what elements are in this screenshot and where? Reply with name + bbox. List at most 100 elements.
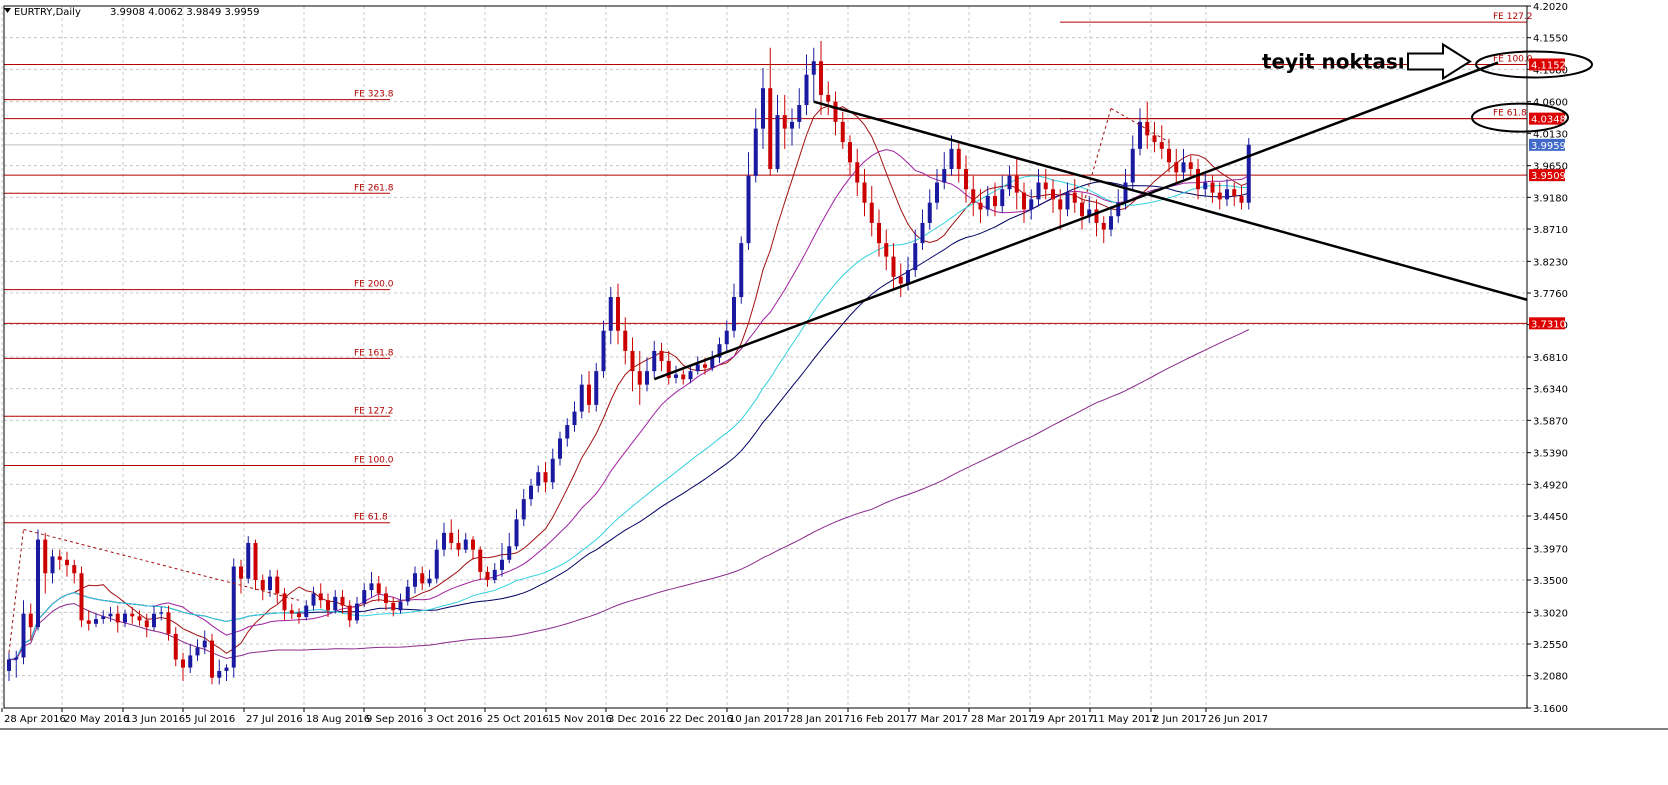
candle-body	[601, 330, 606, 372]
candle-body	[1225, 189, 1229, 200]
candle-body	[732, 297, 736, 331]
price-tag-label: 4.0348	[1531, 115, 1566, 126]
candle-body	[427, 578, 432, 584]
x-tick-label: 28 Jan 2017	[790, 714, 850, 725]
candle-body	[623, 330, 628, 351]
candle-body	[775, 115, 780, 170]
price-tag-label: 4.1152	[1531, 60, 1566, 71]
y-tick-label: 3.9180	[1533, 193, 1568, 204]
x-tick-label: 3 Dec 2016	[608, 714, 666, 725]
candle-body	[985, 195, 990, 210]
candle-body	[1065, 192, 1070, 210]
candle-body	[652, 350, 657, 372]
candle-body	[14, 657, 19, 660]
x-tick-label: 25 Oct 2016	[487, 714, 549, 725]
grid	[1, 5, 1527, 709]
candle-body	[1174, 162, 1179, 173]
candle-body	[587, 384, 591, 405]
y-tick-label: 3.3020	[1533, 608, 1568, 619]
y-tick-label: 4.0130	[1533, 129, 1568, 140]
y-tick-label: 3.6340	[1533, 385, 1568, 396]
y-tick-label: 3.5390	[1533, 449, 1568, 460]
candle-body	[1188, 162, 1193, 170]
candle-body	[326, 600, 330, 611]
circle-marker	[1471, 102, 1569, 133]
candle-body	[1109, 216, 1113, 230]
candle-body	[253, 542, 258, 580]
candle-body	[920, 222, 925, 244]
candle-body	[231, 566, 236, 668]
fib-level-label: FE 61.8	[1493, 109, 1527, 119]
x-tick-label: 18 Aug 2016	[306, 714, 370, 725]
candle-body	[398, 601, 403, 611]
x-tick-label: 5 Jul 2016	[185, 714, 235, 725]
fibonacci-levels: FE 323.8 FE 261.8 FE 200.0 FE 161.8 FE 127.2…	[4, 12, 1533, 524]
candle-body	[57, 556, 62, 560]
candle-body	[152, 613, 156, 628]
candle-body	[181, 659, 185, 668]
candle-body	[942, 169, 947, 183]
x-tick-label: 28 Mar 2017	[971, 714, 1034, 725]
candle-body	[492, 569, 497, 580]
candle-body	[645, 371, 649, 385]
candle-body	[529, 485, 533, 500]
candle-body	[790, 121, 794, 129]
candle-body	[710, 357, 715, 368]
candle-body	[384, 593, 388, 603]
x-tick-label: 7 Mar 2017	[911, 714, 968, 725]
y-tick-label: 3.8230	[1533, 257, 1568, 268]
candle-body	[260, 579, 265, 591]
candle-body	[101, 616, 106, 620]
candle-body	[1058, 199, 1063, 210]
candle-body	[50, 556, 55, 574]
chart-ohlc: 3.9908 4.0062 3.9849 3.9959	[110, 7, 260, 18]
candle-body	[558, 438, 562, 459]
candle-body	[608, 297, 613, 331]
candle-body	[819, 61, 823, 95]
candle-body	[739, 243, 744, 298]
x-tick-label: 15 Nov 2016	[548, 714, 612, 725]
candle-body	[717, 344, 722, 358]
candle-body	[753, 128, 758, 176]
candle-body	[724, 330, 729, 345]
candle-body	[869, 202, 874, 223]
y-tick-label: 3.3500	[1533, 576, 1568, 587]
candle-body	[1217, 192, 1222, 200]
candle-body	[703, 364, 707, 368]
candle-body	[369, 583, 374, 591]
y-tick-label: 3.8710	[1533, 225, 1568, 236]
ma-fast-line	[8, 105, 1249, 660]
y-tick-label: 4.0600	[1533, 98, 1568, 109]
chart-menu-icon[interactable]	[4, 8, 11, 13]
candle-body	[79, 573, 84, 621]
ma-cyan-line	[8, 175, 1249, 660]
candle-body	[449, 532, 454, 543]
candle-body	[978, 202, 983, 210]
candle-body	[746, 175, 751, 244]
candle-body	[43, 539, 48, 574]
x-tick-label: 9 Sep 2016	[366, 714, 423, 725]
axes: 4.2020 4.1550 4.1080 4.0600 4.0130 3.9650 3.91…	[0, 2, 1668, 730]
price-tag-label: 3.9959	[1531, 141, 1566, 152]
candle-body	[115, 613, 120, 623]
candle-body	[471, 539, 475, 550]
candle-body	[862, 182, 867, 203]
fib-level-label: FE 200.0	[354, 280, 394, 290]
candle-body	[579, 384, 584, 412]
candle-body	[514, 519, 519, 547]
candle-body	[1167, 148, 1171, 163]
candle-body	[1000, 189, 1005, 207]
candle-body	[1203, 182, 1208, 190]
x-tick-label: 16 Feb 2017	[850, 714, 912, 725]
candle-body	[688, 371, 693, 380]
candle-body	[840, 121, 845, 143]
candle-body	[616, 297, 620, 331]
x-tick-label: 26 Jun 2017	[1208, 714, 1268, 725]
trendlines	[8, 61, 1528, 653]
price-tag	[1529, 138, 1565, 151]
y-tick-label: 3.1600	[1533, 704, 1568, 715]
candle-body	[681, 374, 686, 380]
candle-body	[594, 371, 599, 405]
candle-body	[485, 571, 490, 580]
